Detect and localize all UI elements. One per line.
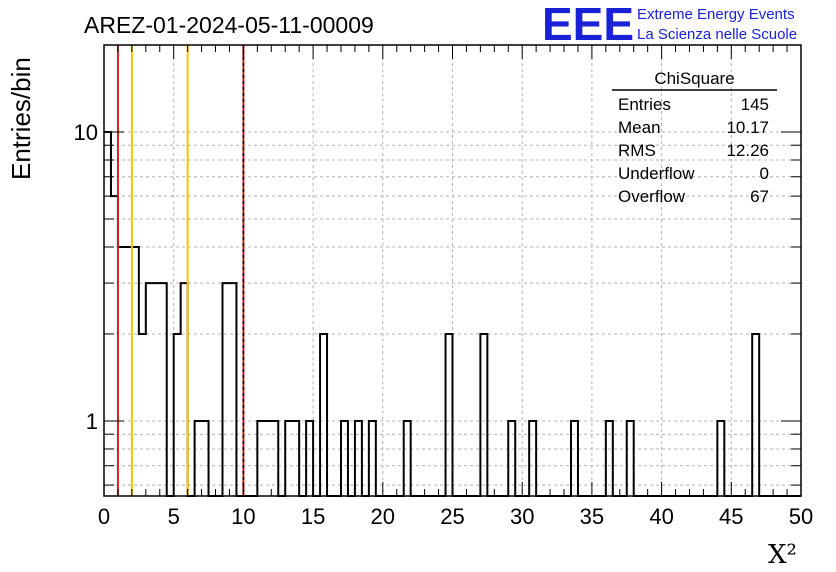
x-tick-label: 35	[580, 504, 604, 529]
x-tick-label: 40	[649, 504, 673, 529]
eee-logo-mark: EEE	[542, 0, 634, 50]
stats-row-value: 67	[750, 187, 769, 206]
eee-logo-line1: Extreme Energy Events	[637, 6, 795, 23]
chart-title: AREZ-01-2024-05-11-00009	[84, 12, 374, 38]
eee-logo: EEE Extreme Energy Events La Scienza nel…	[542, 0, 797, 50]
stats-row-value: 145	[741, 95, 769, 114]
stats-title: ChiSquare	[654, 69, 734, 88]
histogram-bin	[480, 334, 487, 496]
histogram-bin	[292, 421, 299, 496]
histogram-bin	[125, 247, 132, 496]
histogram-bin	[222, 283, 229, 496]
histogram-bin	[174, 334, 181, 496]
histogram-bin	[195, 421, 202, 496]
histogram-bin	[160, 283, 167, 496]
histogram-bin	[320, 334, 327, 496]
histogram-bin	[355, 421, 362, 496]
histogram-bin	[146, 283, 153, 496]
stats-box: ChiSquare Entries 145 Mean 10.17 RMS 12.26 Unde…	[612, 69, 777, 206]
histogram-bin	[229, 283, 236, 496]
histogram-bin	[341, 421, 348, 496]
histogram-bin	[285, 421, 292, 496]
histogram-bin	[104, 132, 111, 496]
stats-row-label: Entries	[618, 95, 671, 114]
x-tick-label: 10	[231, 504, 255, 529]
histogram-bin	[306, 421, 313, 496]
y-tick-label: 10	[74, 120, 98, 145]
x-tick-label: 45	[719, 504, 743, 529]
histogram-bin	[369, 421, 376, 496]
stats-row-label: Mean	[618, 118, 661, 137]
histogram-bin	[264, 421, 271, 496]
x-tick-label: 15	[301, 504, 325, 529]
histogram-bin	[153, 283, 160, 496]
histogram-bin	[202, 421, 209, 496]
x-axis-label: X²	[768, 540, 797, 570]
histogram-bin	[132, 247, 139, 496]
histogram-bin	[717, 421, 724, 496]
axes: 0 5 10 15 20 25 30 35 40 45 50 1 10	[74, 44, 813, 529]
y-axis-label: Entries/bin	[6, 57, 36, 180]
stats-row-label: Underflow	[618, 164, 695, 183]
y-tick-label: 1	[86, 409, 98, 434]
x-tick-label: 5	[168, 504, 180, 529]
histogram-bin	[139, 334, 146, 496]
eee-logo-line2: La Scienza nelle Scuole	[637, 26, 797, 43]
stats-row-value: 0	[760, 164, 769, 183]
histogram-bin	[404, 421, 411, 496]
x-tick-label: 0	[98, 504, 110, 529]
stats-row-label: Overflow	[618, 187, 686, 206]
histogram-bin	[181, 283, 188, 496]
x-tick-label: 50	[789, 504, 813, 529]
stats-row-value: 12.26	[726, 141, 769, 160]
histogram-bin	[529, 421, 536, 496]
histogram	[104, 130, 801, 497]
histogram-bin	[571, 421, 578, 496]
histogram-bin	[508, 421, 515, 496]
stats-row-value: 10.17	[726, 118, 769, 137]
histogram-bin	[257, 421, 264, 496]
x-tick-label: 25	[440, 504, 464, 529]
histogram-bin	[446, 334, 453, 496]
histogram-bin	[118, 247, 125, 496]
histogram-bin	[606, 421, 613, 496]
histogram-bin	[111, 196, 118, 496]
histogram-bin	[627, 421, 634, 496]
histogram-bin	[271, 421, 278, 496]
x-tick-label: 20	[371, 504, 395, 529]
x-tick-label: 30	[510, 504, 534, 529]
stats-row-label: RMS	[618, 141, 656, 160]
histogram-bin	[752, 334, 759, 496]
